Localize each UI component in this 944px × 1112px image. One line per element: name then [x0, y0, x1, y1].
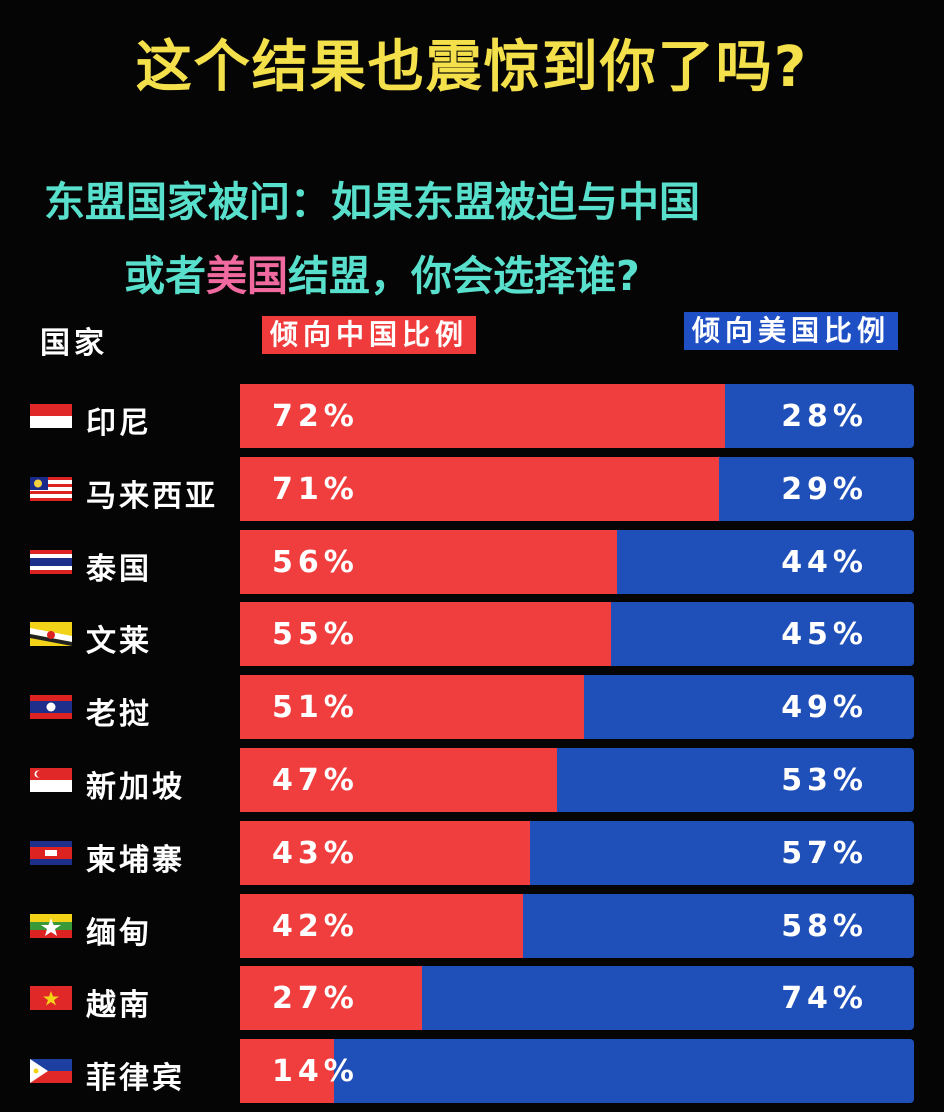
philippines-flag-icon [30, 1059, 72, 1084]
label-usa-pct: 49% [781, 690, 868, 726]
bar-usa [523, 893, 914, 958]
bar-china [240, 529, 617, 594]
bar-usa [719, 456, 914, 521]
bar-usa [725, 384, 914, 448]
label-china-pct: 43% [272, 835, 359, 871]
thailand-flag-icon [30, 549, 72, 574]
label-usa-pct: 45% [781, 617, 868, 653]
label-china-pct: 42% [272, 908, 359, 944]
singapore-flag-icon [30, 768, 72, 792]
bar-usa [334, 1039, 914, 1104]
myanmar-flag-icon [30, 913, 72, 938]
country-label: 柬埔寨 [86, 842, 185, 878]
header-china-ratio: 倾向中国比例 [262, 316, 477, 354]
country-label: 老挝 [86, 697, 152, 733]
label-china-pct: 51% [272, 690, 359, 726]
page-title: 这个结果也震惊到你了吗? [135, 35, 809, 100]
label-usa-pct: 28% [781, 399, 868, 434]
bar-china [240, 748, 557, 812]
country-label: 马来西亚 [86, 478, 218, 514]
label-china-pct: 27% [272, 981, 359, 1017]
header-usa-ratio: 倾向美国比例 [683, 312, 898, 350]
header-country: 国家 [40, 326, 108, 361]
label-china-pct: 56% [272, 544, 359, 580]
subtitle-part-c: 结盟，你会选择谁? [288, 252, 640, 300]
bar-usa [617, 529, 914, 594]
label-usa-pct: 29% [781, 471, 868, 507]
country-label: 印尼 [86, 406, 152, 441]
malaysia-flag-icon [30, 476, 72, 501]
country-label: 越南 [86, 988, 152, 1024]
indonesia-flag-icon [30, 404, 72, 428]
bar-china [240, 456, 719, 521]
subtitle-line-1: 东盟国家被问：如果东盟被迫与中国 [44, 178, 700, 226]
country-label: 文莱 [86, 624, 152, 660]
bar-usa [611, 602, 914, 667]
label-usa-pct: 44% [781, 544, 868, 580]
cambodia-flag-icon [30, 840, 72, 865]
country-label: 缅甸 [86, 915, 152, 951]
label-usa-pct: 58% [781, 908, 868, 944]
bar-china [240, 893, 523, 958]
bar-china [240, 820, 530, 885]
brunei-flag-icon [30, 622, 72, 647]
vietnam-flag-icon [30, 986, 72, 1011]
country-label: 菲律宾 [86, 1061, 185, 1097]
country-label: 泰国 [86, 551, 152, 587]
bar-usa [584, 675, 914, 740]
label-china-pct: 47% [272, 763, 359, 798]
bar-usa [557, 748, 914, 812]
subtitle-part-a: 或者 [124, 252, 206, 300]
country-label: 新加坡 [86, 770, 185, 805]
label-china-pct: 55% [272, 617, 359, 653]
bar-usa [422, 966, 914, 1031]
label-china-pct: 14% [272, 1054, 359, 1090]
label-china-pct: 72% [272, 399, 359, 434]
bar-usa [530, 820, 914, 885]
label-usa-pct: 53% [781, 763, 868, 798]
bar-china [240, 1039, 334, 1104]
bar-china [240, 602, 611, 667]
label-usa-pct: 57% [781, 835, 868, 871]
subtitle-line-2: 或者美国结盟，你会选择谁? [124, 242, 640, 302]
bar-china [240, 966, 422, 1031]
laos-flag-icon [30, 695, 72, 720]
bar-china [240, 675, 584, 740]
subtitle-highlight-usa: 美国 [206, 252, 288, 300]
label-china-pct: 71% [272, 471, 359, 507]
bar-china [240, 384, 725, 448]
label-usa-pct: 74% [781, 981, 868, 1017]
